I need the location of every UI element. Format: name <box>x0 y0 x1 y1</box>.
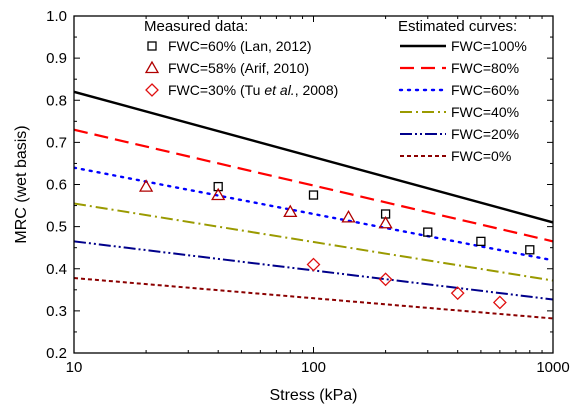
y-tick-label: 1.0 <box>46 8 67 25</box>
tick-labels: 0.2 0.3 0.4 0.5 0.6 0.7 0.8 0.9 1.0 10 100 1000 <box>46 8 570 376</box>
legend-estimated-title: Estimated curves: <box>398 18 517 35</box>
legend-measured-label: FWC=58% (Arif, 2010) <box>168 60 309 76</box>
legend-estimated-label: FWC=0% <box>451 148 511 164</box>
y-tick-label: 0.4 <box>46 261 67 278</box>
legend-measured-label: FWC=60% (Lan, 2012) <box>168 38 312 54</box>
x-tick-label: 100 <box>301 359 326 376</box>
legend-estimated-label: FWC=80% <box>451 60 519 76</box>
legend-estimated-curves: Estimated curves: FWC=100% FWC=80% FWC=60%… <box>398 18 527 164</box>
legend-measured-title: Measured data: <box>144 18 248 35</box>
data-point-square <box>308 190 319 200</box>
x-tick-label: 10 <box>66 359 83 376</box>
estimated-curve-line <box>74 128 553 243</box>
estimated-curve-line <box>74 166 553 262</box>
x-axis-title: Stress (kPa) <box>269 387 357 404</box>
data-point-triangle <box>283 204 298 218</box>
data-point-triangle <box>341 210 356 223</box>
y-tick-label: 0.3 <box>46 303 67 320</box>
plot-content <box>74 90 553 320</box>
y-tick-label: 0.5 <box>46 219 67 236</box>
estimated-curve-line <box>74 202 553 282</box>
y-tick-label: 0.9 <box>46 50 67 67</box>
data-point-triangle <box>211 187 226 201</box>
data-point-square <box>423 227 433 237</box>
y-tick-label: 0.7 <box>46 134 67 151</box>
y-tick-label: 0.8 <box>46 92 67 109</box>
data-point-diamond <box>450 286 465 301</box>
legend-estimated-label: FWC=100% <box>451 38 527 54</box>
legend-marker-triangle <box>144 60 160 74</box>
y-tick-label: 0.2 <box>46 345 67 362</box>
legend-estimated-label: FWC=40% <box>451 104 519 120</box>
data-point-square <box>213 181 223 192</box>
legend-measured-label: FWC=30% (Tu et al., 2008) <box>168 82 338 98</box>
y-tick-label: 0.6 <box>46 177 67 194</box>
legend-measured-data: Measured data: FWC=60% (Lan, 2012) FWC=58… <box>144 18 338 98</box>
estimated-curve-line <box>74 90 553 224</box>
legend-estimated-label: FWC=20% <box>451 126 519 142</box>
legend-marker-square <box>147 41 157 51</box>
estimated-curve-line <box>74 277 553 320</box>
data-point-diamond <box>492 295 507 310</box>
data-point-diamond <box>378 272 393 287</box>
x-tick-label: 1000 <box>536 359 569 376</box>
y-axis-title: MRC (wet basis) <box>13 125 30 243</box>
legend-marker-diamond <box>145 83 159 97</box>
axis-ticks <box>73 15 554 354</box>
data-point-triangle <box>138 179 154 192</box>
data-point-square <box>525 245 535 255</box>
legend-estimated-label: FWC=60% <box>451 82 519 98</box>
data-point-square <box>476 236 486 247</box>
data-point-triangle <box>378 215 393 229</box>
data-point-diamond <box>306 257 321 272</box>
